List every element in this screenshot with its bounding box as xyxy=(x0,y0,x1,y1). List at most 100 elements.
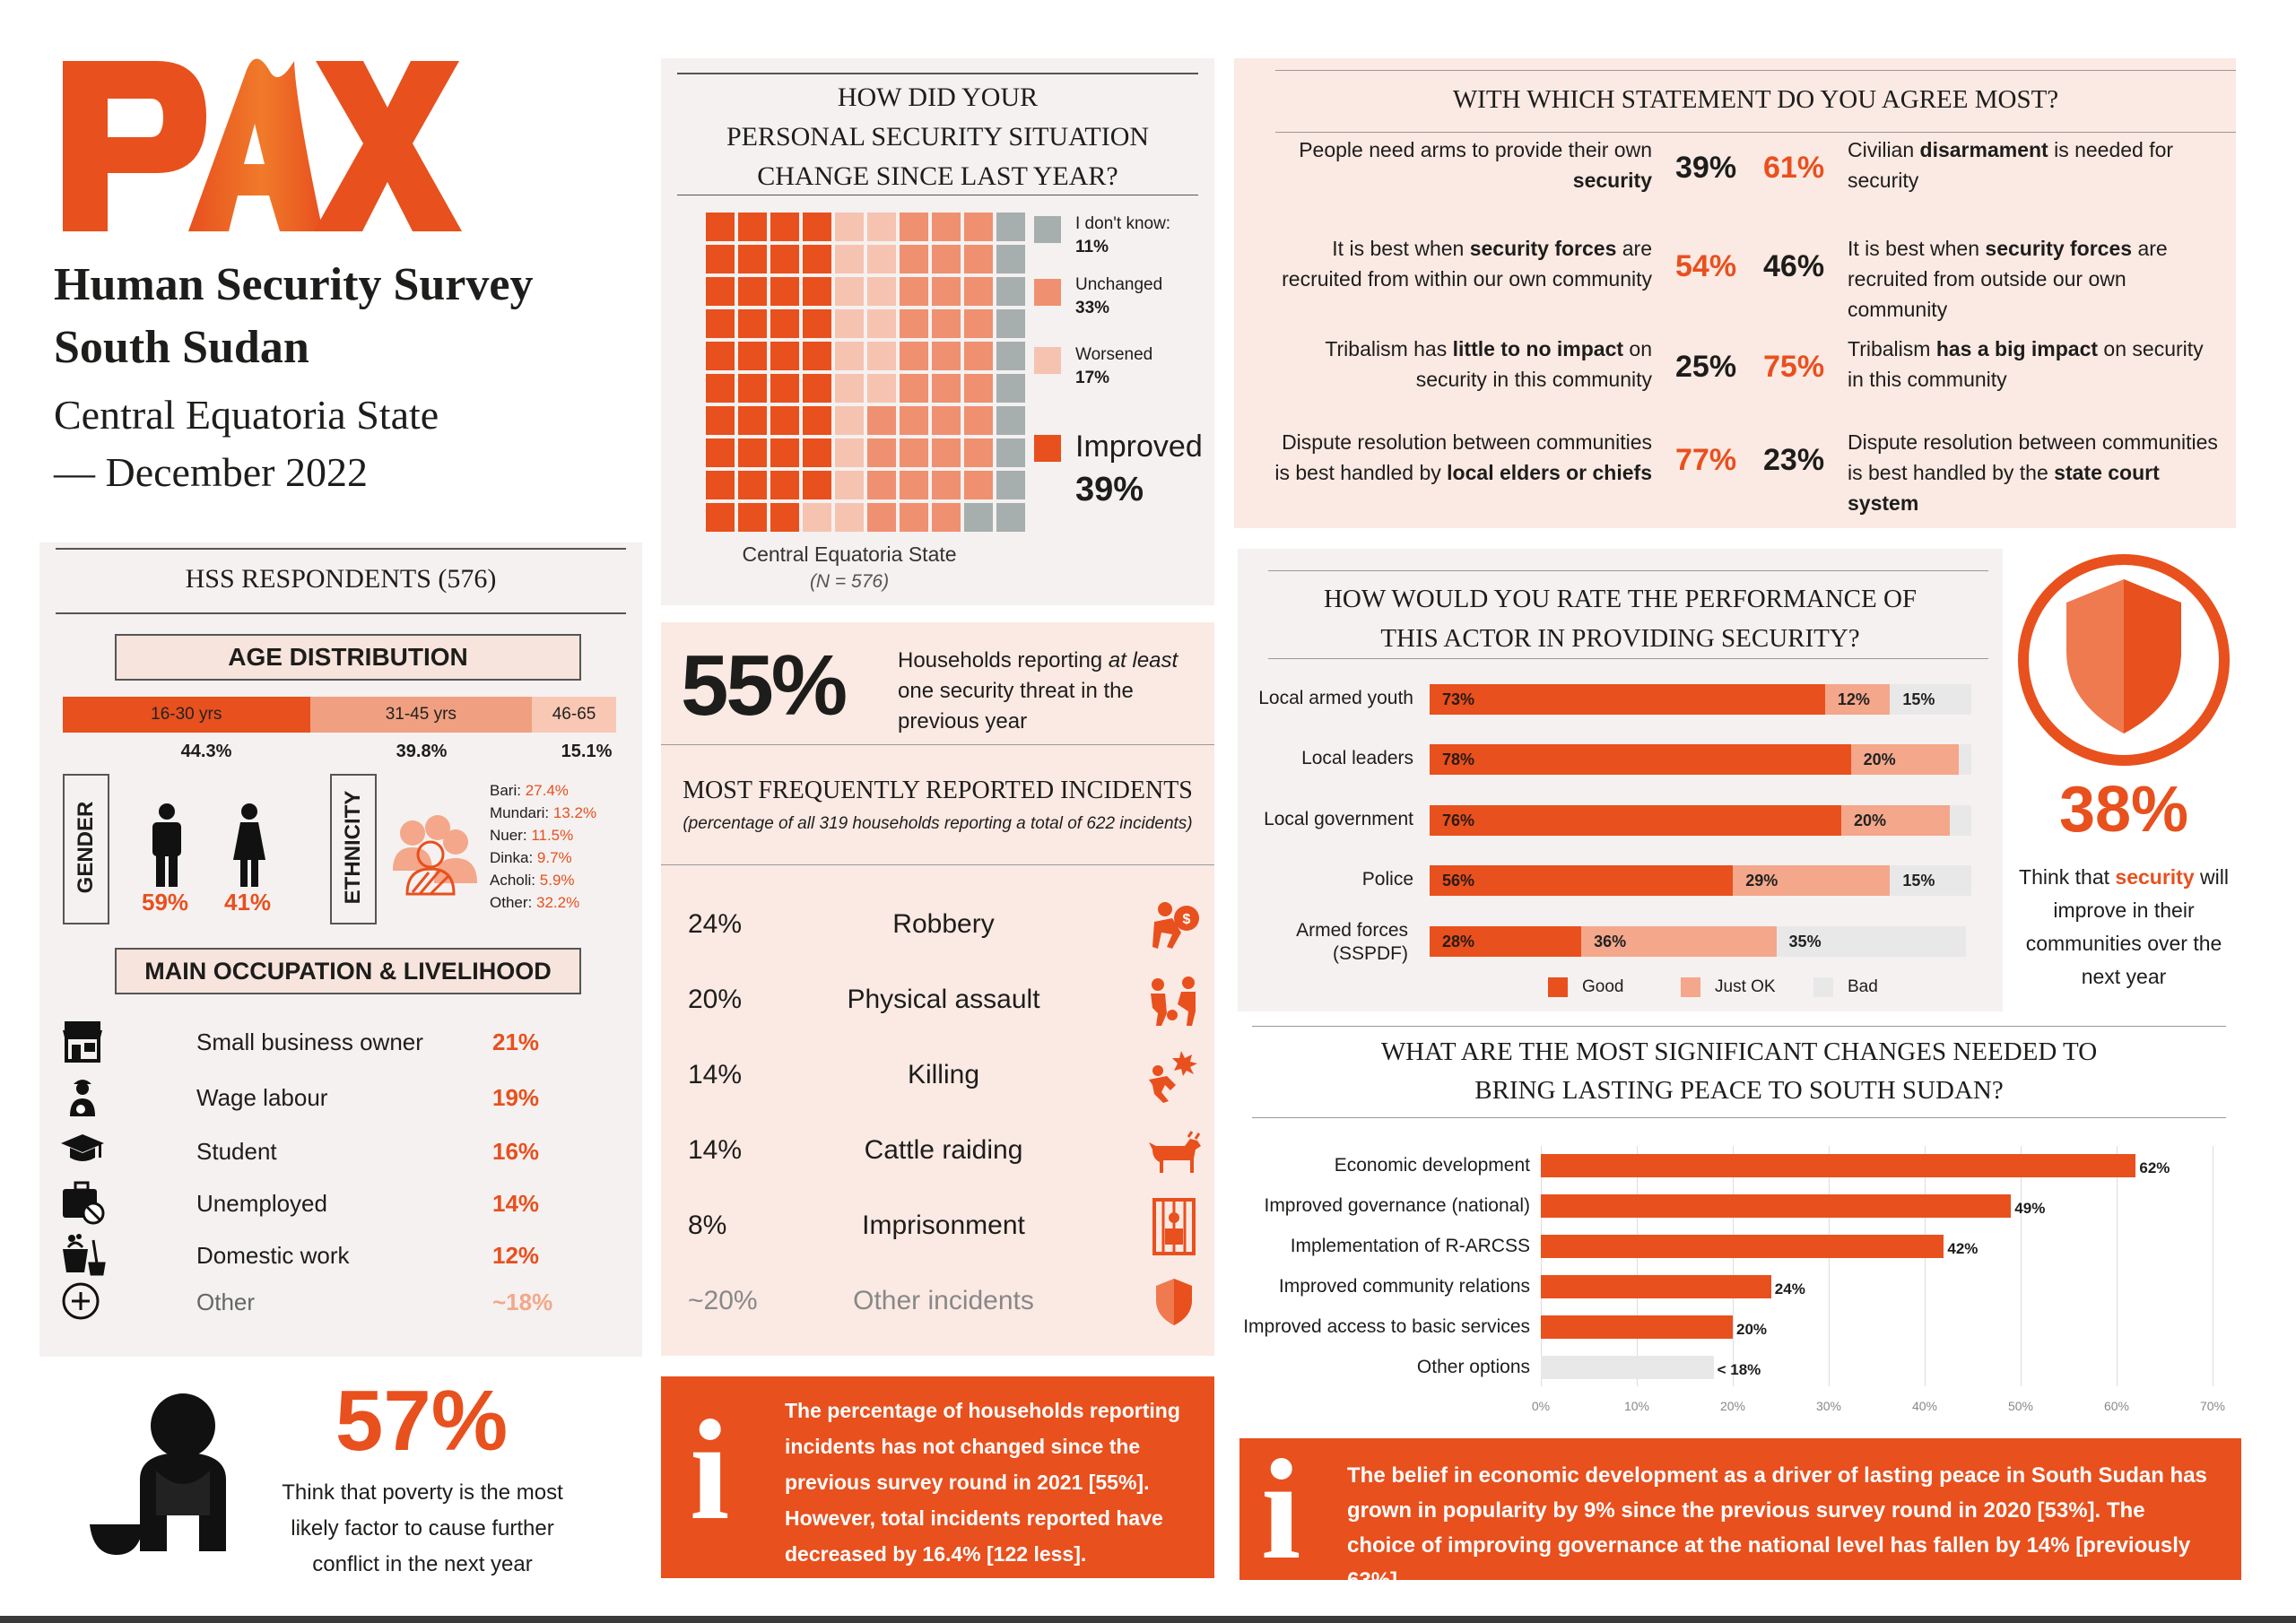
info-icon: i xyxy=(690,1390,730,1549)
waffle-cell xyxy=(867,471,896,499)
peace-bar xyxy=(1541,1275,1771,1298)
waffle-cell xyxy=(706,438,735,467)
threat-value: 55% xyxy=(681,638,848,733)
peace-category-label: Economic development xyxy=(1334,1155,1530,1176)
statement-left-value: 25% xyxy=(1675,350,1737,384)
peace-gridline xyxy=(1733,1146,1734,1386)
waffle-cell xyxy=(835,277,864,306)
waffle-cell xyxy=(770,245,799,273)
waffle-cell xyxy=(932,503,961,532)
occupation-title: MAIN OCCUPATION & LIVELIHOOD xyxy=(115,948,581,994)
ethnicity-item: Bari: 27.4% xyxy=(490,782,569,799)
waffle-cell xyxy=(835,342,864,370)
incident-label: Cattle raiding xyxy=(864,1135,1023,1165)
waffle-cell xyxy=(867,374,896,403)
threat-text: Households reporting at least one securi… xyxy=(898,648,1178,733)
age-bar: 16-30 yrs 31-45 yrs 46-65 xyxy=(63,697,621,733)
waffle-cell xyxy=(996,245,1025,273)
peace-bar-value: 24% xyxy=(1774,1280,1805,1298)
waffle-cell xyxy=(835,374,864,403)
peace-x-tick: 70% xyxy=(2199,1399,2226,1413)
occupation-label: Small business owner xyxy=(196,1028,423,1055)
age-segment-31-45: 31-45 yrs xyxy=(309,697,533,733)
legend-unchanged: Unchanged 33% xyxy=(1075,275,1163,317)
security-change-panel: HOW DID YOUR PERSONAL SECURITY SITUATION… xyxy=(661,58,1214,605)
waffle-cell xyxy=(996,471,1025,499)
waffle-cell xyxy=(932,213,961,241)
age-value-31-45: 39.8% xyxy=(396,742,448,761)
waffle-cell xyxy=(738,309,767,338)
waffle-cell xyxy=(738,213,767,241)
incident-row: 20% Physical assault xyxy=(661,972,1217,1026)
performance-bar: 78% 20% xyxy=(1430,744,1971,775)
performance-bar-segment-just-ok: 12% xyxy=(1824,684,1891,715)
shield-badge-icon xyxy=(2014,551,2233,774)
statement-left: People need arms to provide their own se… xyxy=(1299,138,1652,192)
waffle-cell xyxy=(738,277,767,306)
peace-category-label: Improved access to basic services xyxy=(1243,1316,1530,1337)
performance-bar-segment-just-ok: 20% xyxy=(1841,805,1950,836)
waffle-cell xyxy=(803,342,831,370)
occupation-row: Small business owner 21% xyxy=(39,1018,596,1063)
waffle-cell xyxy=(932,309,961,338)
waffle-cell xyxy=(803,438,831,467)
respondents-panel: HSS RESPONDENTS (576) AGE DISTRIBUTION 1… xyxy=(39,542,642,1357)
incident-pct: 14% xyxy=(688,1135,743,1165)
waffle-cell xyxy=(996,438,1025,467)
occupation-row: Other ~18% xyxy=(39,1278,596,1323)
performance-legend-swatch xyxy=(1548,977,1568,997)
waffle-cell xyxy=(867,503,896,532)
performance-bar-segment-good: 73% xyxy=(1430,684,1825,715)
waffle-cell xyxy=(706,374,735,403)
occupation-row: Wage labour 19% xyxy=(39,1073,596,1118)
waffle-cell xyxy=(964,503,993,532)
peace-bar-value: 20% xyxy=(1736,1321,1768,1338)
waffle-cell xyxy=(706,342,735,370)
pax-logo xyxy=(54,52,466,240)
waffle-cell xyxy=(738,406,767,435)
performance-title: HOW WOULD YOU RATE THE PERFORMANCE OF TH… xyxy=(1323,585,1918,653)
waffle-cell xyxy=(900,342,928,370)
age-segment-16-30: 16-30 yrs xyxy=(63,697,310,733)
killing-icon xyxy=(1145,1047,1203,1105)
waffle-cell xyxy=(738,503,767,532)
performance-category-label: Armed forces (SSPDF) xyxy=(1296,920,1408,964)
waffle-cell xyxy=(835,213,864,241)
peace-gridline xyxy=(1925,1146,1926,1386)
incidents-title: MOST FREQUENTLY REPORTED INCIDENTS xyxy=(683,777,1193,804)
statement-right-value: 75% xyxy=(1763,350,1825,384)
waffle-cell xyxy=(867,438,896,467)
performance-legend-label: Good xyxy=(1582,977,1624,996)
waffle-cell xyxy=(770,406,799,435)
waffle-cell xyxy=(770,503,799,532)
waffle-cell xyxy=(803,213,831,241)
statement-right: Civilian disarmament is needed for secur… xyxy=(1848,138,2174,192)
waffle-cell xyxy=(706,503,735,532)
assault-icon xyxy=(1145,972,1203,1029)
waffle-cell xyxy=(835,309,864,338)
incident-row: 14% Cattle raiding xyxy=(661,1123,1217,1176)
waffle-cell xyxy=(900,245,928,273)
waffle-cell xyxy=(900,374,928,403)
incident-row: ~20% Other incidents xyxy=(661,1273,1217,1327)
waffle-cell xyxy=(964,213,993,241)
peace-x-tick: 50% xyxy=(2007,1399,2034,1413)
security-change-title: HOW DID YOUR PERSONAL SECURITY SITUATION… xyxy=(726,82,1150,191)
occupation-value: ~18% xyxy=(492,1289,553,1315)
waffle-cell xyxy=(867,213,896,241)
waffle-cell xyxy=(770,438,799,467)
performance-legend-swatch xyxy=(1813,977,1833,997)
peace-gridline xyxy=(2117,1146,2118,1386)
security-change-caption: Central Equatoria State xyxy=(742,542,957,566)
peace-gridline xyxy=(2021,1146,2022,1386)
waffle-cell xyxy=(996,213,1025,241)
peace-x-tick: 20% xyxy=(1719,1399,1746,1413)
gender-female-value: 41% xyxy=(224,889,272,916)
waffle-cell xyxy=(964,438,993,467)
waffle-cell xyxy=(706,406,735,435)
peace-x-tick: 0% xyxy=(1531,1399,1551,1413)
performance-bar: 56% 29% 15% xyxy=(1430,865,1971,896)
performance-bar-segment-bad xyxy=(1959,744,1971,775)
occupation-value: 21% xyxy=(492,1028,540,1055)
peace-category-label: Other options xyxy=(1416,1357,1530,1377)
